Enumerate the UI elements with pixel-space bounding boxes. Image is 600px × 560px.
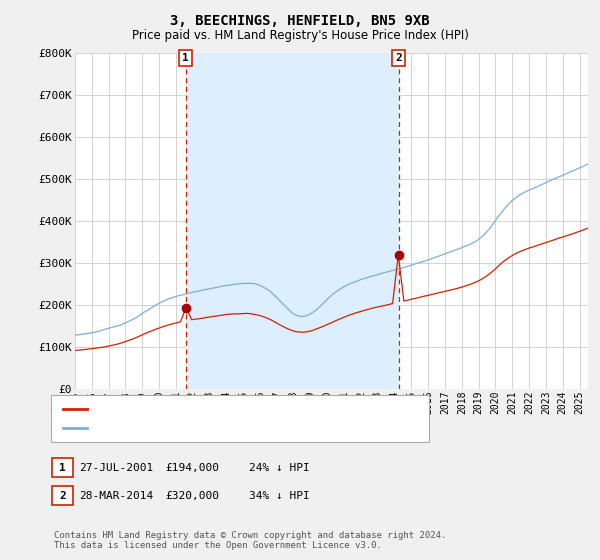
Text: 1: 1 — [182, 53, 189, 63]
Text: £320,000: £320,000 — [165, 491, 219, 501]
Text: 2: 2 — [59, 491, 66, 501]
Text: 2: 2 — [395, 53, 402, 63]
Text: 34% ↓ HPI: 34% ↓ HPI — [249, 491, 310, 501]
Text: Price paid vs. HM Land Registry's House Price Index (HPI): Price paid vs. HM Land Registry's House … — [131, 29, 469, 42]
Text: Contains HM Land Registry data © Crown copyright and database right 2024.
This d: Contains HM Land Registry data © Crown c… — [54, 531, 446, 550]
Bar — [185, 53, 398, 389]
Text: 3, BEECHINGS, HENFIELD, BN5 9XB: 3, BEECHINGS, HENFIELD, BN5 9XB — [170, 14, 430, 28]
Text: 24% ↓ HPI: 24% ↓ HPI — [249, 463, 310, 473]
Text: 1: 1 — [59, 463, 66, 473]
Text: 28-MAR-2014: 28-MAR-2014 — [79, 491, 154, 501]
Text: 3, BEECHINGS, HENFIELD, BN5 9XB (detached house): 3, BEECHINGS, HENFIELD, BN5 9XB (detache… — [92, 404, 392, 414]
Text: HPI: Average price, detached house, Horsham: HPI: Average price, detached house, Hors… — [92, 423, 361, 433]
Text: £194,000: £194,000 — [165, 463, 219, 473]
Text: 27-JUL-2001: 27-JUL-2001 — [79, 463, 154, 473]
